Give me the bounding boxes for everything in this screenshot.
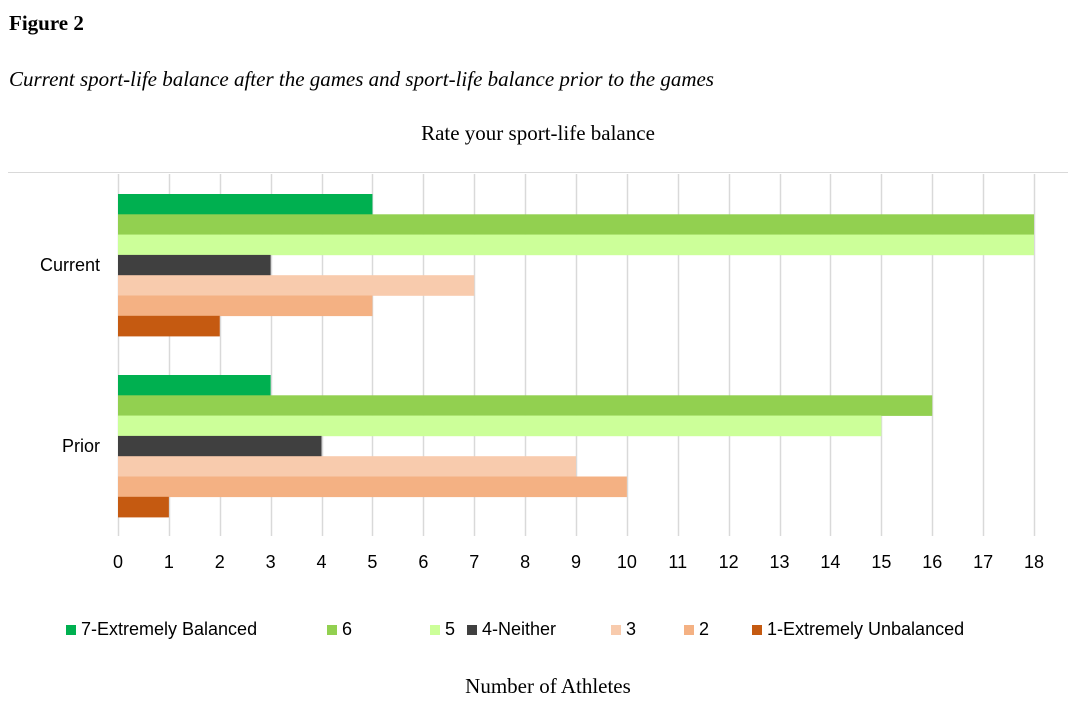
figure-caption: Current sport-life balance after the gam…: [9, 67, 714, 91]
legend: 7-Extremely Balanced 6 5 4-Neither 3 2 1-Extre…: [0, 619, 1092, 643]
legend-item: 2: [684, 619, 709, 640]
bar-current-3: [118, 275, 475, 296]
x-tick-label: 6: [418, 552, 428, 572]
bar-current-6: [118, 214, 1034, 235]
legend-label: 4-Neither: [482, 619, 557, 639]
legend-swatch-icon: [430, 624, 440, 635]
x-tick-label: 5: [367, 552, 377, 572]
bar-chart: 0 1 2 3 4 5 6 7 8 9 10 11 12 13 14 15 16 17 18 CurrentPrio…: [40, 174, 1044, 572]
bar-current-5: [118, 234, 1034, 256]
legend-label: 2: [699, 619, 710, 639]
legend-label: 7-Extremely Balanced: [81, 619, 258, 639]
legend-swatch-icon: [752, 624, 762, 635]
x-tick-label: 14: [820, 552, 840, 572]
legend-label: 6: [342, 619, 353, 639]
bar-prior-7: [118, 375, 271, 396]
bar-prior-5: [118, 415, 882, 437]
bar-current-7: [118, 194, 373, 215]
x-tick-label: 1: [164, 552, 174, 572]
x-tick-label: 0: [113, 552, 123, 572]
x-tick-label: 17: [973, 552, 993, 572]
x-tick-label: 11: [668, 552, 687, 572]
legend-swatch-icon: [66, 624, 76, 635]
bar-prior-1: [118, 496, 169, 518]
x-tick-label: 4: [317, 552, 327, 572]
chart-border: [8, 172, 1068, 173]
x-tick-labels: 0 1 2 3 4 5 6 7 8 9 10 11 12 13 14 15 16 17 18: [113, 552, 1044, 572]
x-tick-label: 7: [469, 552, 479, 572]
legend-item: 7-Extremely Balanced: [66, 619, 257, 640]
x-tick-label: 3: [266, 552, 276, 572]
x-tick-label: 9: [571, 552, 581, 572]
x-tick-label: 2: [215, 552, 225, 572]
x-tick-label: 12: [719, 552, 739, 572]
legend-label: 1-Extremely Unbalanced: [767, 619, 965, 639]
x-tick-label: 15: [871, 552, 891, 572]
category-labels: Current Prior: [40, 255, 100, 456]
legend-label: 5: [445, 619, 456, 639]
bar-prior-2: [118, 476, 627, 498]
x-tick-label: 16: [922, 552, 942, 572]
bar-prior-4: [118, 435, 322, 457]
bar-current-1: [118, 315, 220, 337]
legend-swatch-icon: [684, 624, 694, 635]
category-label-prior: Prior: [62, 436, 100, 456]
bar-prior-6: [118, 395, 933, 416]
legend-item: 3: [611, 619, 636, 640]
legend-item: 1-Extremely Unbalanced: [752, 619, 964, 640]
legend-swatch-icon: [327, 624, 337, 635]
category-label-current: Current: [40, 255, 100, 275]
bar-prior-3: [118, 456, 576, 477]
bars: [118, 194, 1034, 518]
x-tick-label: 8: [520, 552, 530, 572]
chart-title: Rate your sport-life balance: [421, 121, 655, 145]
legend-label: 3: [626, 619, 637, 639]
x-tick-label: 13: [770, 552, 790, 572]
bar-current-2: [118, 295, 373, 317]
x-axis-title: Number of Athletes: [465, 674, 631, 698]
legend-item: 4-Neither: [467, 619, 556, 640]
legend-swatch-icon: [611, 624, 621, 635]
legend-item: 6: [327, 619, 352, 640]
figure-label: Figure 2: [9, 11, 84, 35]
legend-item: 5: [430, 619, 455, 640]
x-tick-label: 18: [1024, 552, 1044, 572]
bar-current-4: [118, 254, 271, 276]
x-tick-label: 10: [617, 552, 637, 572]
legend-swatch-icon: [467, 624, 477, 635]
